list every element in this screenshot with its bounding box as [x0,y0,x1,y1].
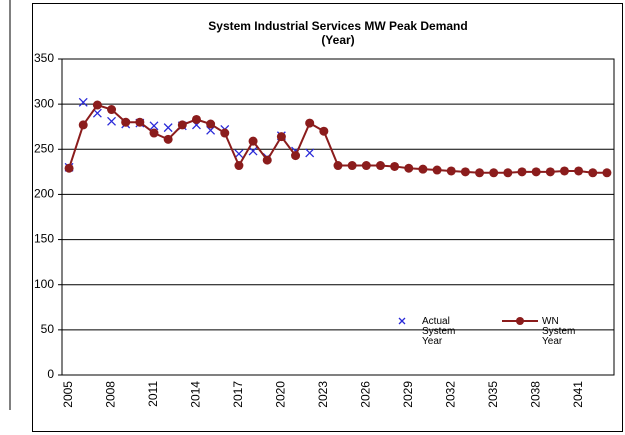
data-point [517,167,527,177]
data-point [107,116,116,126]
data-point [432,165,442,175]
data-point [418,164,428,174]
data-point [588,168,598,178]
data-point [489,168,499,178]
x-tick-label: 2032 [443,381,457,408]
data-point [375,161,385,171]
data-point [234,161,244,171]
x-tick-label: 2014 [189,381,203,408]
y-tick-label: 0 [47,367,54,381]
x-tick-label: 2041 [571,381,585,408]
data-point [503,168,513,178]
plot-area [61,58,615,376]
data-point [78,120,88,130]
data-point [475,168,485,178]
data-point [361,161,371,171]
data-point [390,161,400,171]
data-point [559,166,569,176]
data-point [531,167,541,177]
legend-label: Actual System Year [422,316,455,347]
data-point [220,128,230,138]
data-point [234,149,244,159]
data-point [305,148,315,158]
y-tick-label: 300 [34,96,54,110]
chart-title: System Industrial Services MW Peak Deman… [208,19,467,33]
chart-frame [32,3,623,432]
legend-marker [516,317,524,325]
data-point [319,126,329,136]
data-point [121,117,131,127]
y-tick-label: 50 [41,322,55,336]
y-tick-label: 150 [34,232,54,246]
data-point [291,151,301,161]
x-tick-label: 2026 [358,381,372,408]
x-tick-label: 2011 [146,381,160,407]
data-point [305,118,315,128]
data-point [347,161,357,171]
data-point [64,163,74,173]
data-point [276,132,286,142]
x-tick-label: 2017 [231,381,245,408]
data-point [574,166,584,176]
legend-marker [398,317,406,325]
data-point [248,136,258,146]
x-tick-label: 2008 [104,381,118,408]
data-point [333,161,343,171]
x-tick-label: 2035 [486,381,500,408]
data-point [163,134,173,144]
x-tick-label: 2005 [61,381,75,408]
data-point [135,117,145,127]
y-tick-label: 100 [34,277,54,291]
legend-label: WN System Year [542,316,575,347]
data-point [107,105,117,115]
data-point [92,100,102,110]
data-point [149,128,159,138]
data-point [460,167,470,177]
data-point [78,97,88,107]
y-tick-label: 250 [34,141,54,155]
data-point [248,146,258,156]
data-point [602,168,612,178]
data-point [404,163,414,173]
data-point [177,120,187,130]
data-point [545,167,555,177]
data-point [191,114,201,124]
x-tick-label: 2029 [401,381,415,408]
x-tick-label: 2023 [316,381,330,408]
data-point [149,121,159,131]
data-point [262,155,272,165]
x-tick-label: 2038 [528,381,542,408]
data-point [206,119,216,129]
y-tick-label: 350 [34,51,54,65]
data-point [446,166,456,176]
data-point [206,125,216,135]
y-tick-label: 200 [34,187,54,201]
x-tick-label: 2020 [274,381,288,408]
chart-subtitle: (Year) [321,33,354,47]
data-point [163,123,173,133]
